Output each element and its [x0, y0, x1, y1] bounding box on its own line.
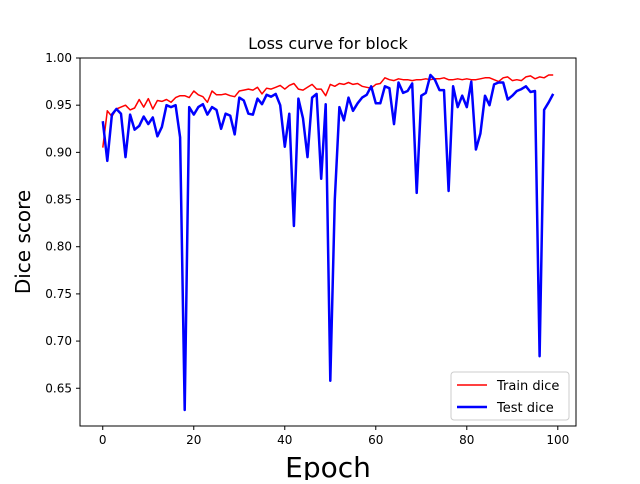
- x-tick-label: 20: [186, 433, 201, 447]
- x-tick-label: 0: [99, 433, 107, 447]
- y-axis-ticks: 0.65 0.70 0.75 0.80 0.85 0.90 0.95 1.00: [45, 51, 80, 395]
- legend-label-test-dice: Test dice: [496, 401, 554, 416]
- y-tick-label: 0.85: [45, 193, 72, 207]
- y-tick-label: 0.95: [45, 98, 72, 112]
- legend: Train dice Test dice: [450, 371, 570, 421]
- x-axis-ticks: 0 20 40 60 80 100: [99, 426, 569, 447]
- y-tick-label: 1.00: [45, 51, 72, 65]
- y-tick-label: 0.70: [45, 334, 72, 348]
- x-axis-label: Epoch: [285, 451, 371, 480]
- x-tick-label: 60: [368, 433, 383, 447]
- series-layer: [101, 73, 555, 412]
- y-tick-label: 0.90: [45, 145, 72, 159]
- legend-label-train-dice: Train dice: [496, 379, 559, 394]
- x-tick-label: 100: [546, 433, 569, 447]
- y-axis-label: Dice score: [11, 190, 35, 294]
- x-tick-label: 80: [459, 433, 474, 447]
- series-line-test-dice: [101, 73, 555, 412]
- chart-title: Loss curve for block: [248, 34, 408, 53]
- y-tick-label: 0.75: [45, 287, 72, 301]
- plot-frame: [79, 57, 577, 427]
- series-line-train-dice: [102, 74, 554, 148]
- y-tick-label: 0.65: [45, 381, 72, 395]
- y-tick-label: 0.80: [45, 240, 72, 254]
- x-tick-label: 40: [277, 433, 292, 447]
